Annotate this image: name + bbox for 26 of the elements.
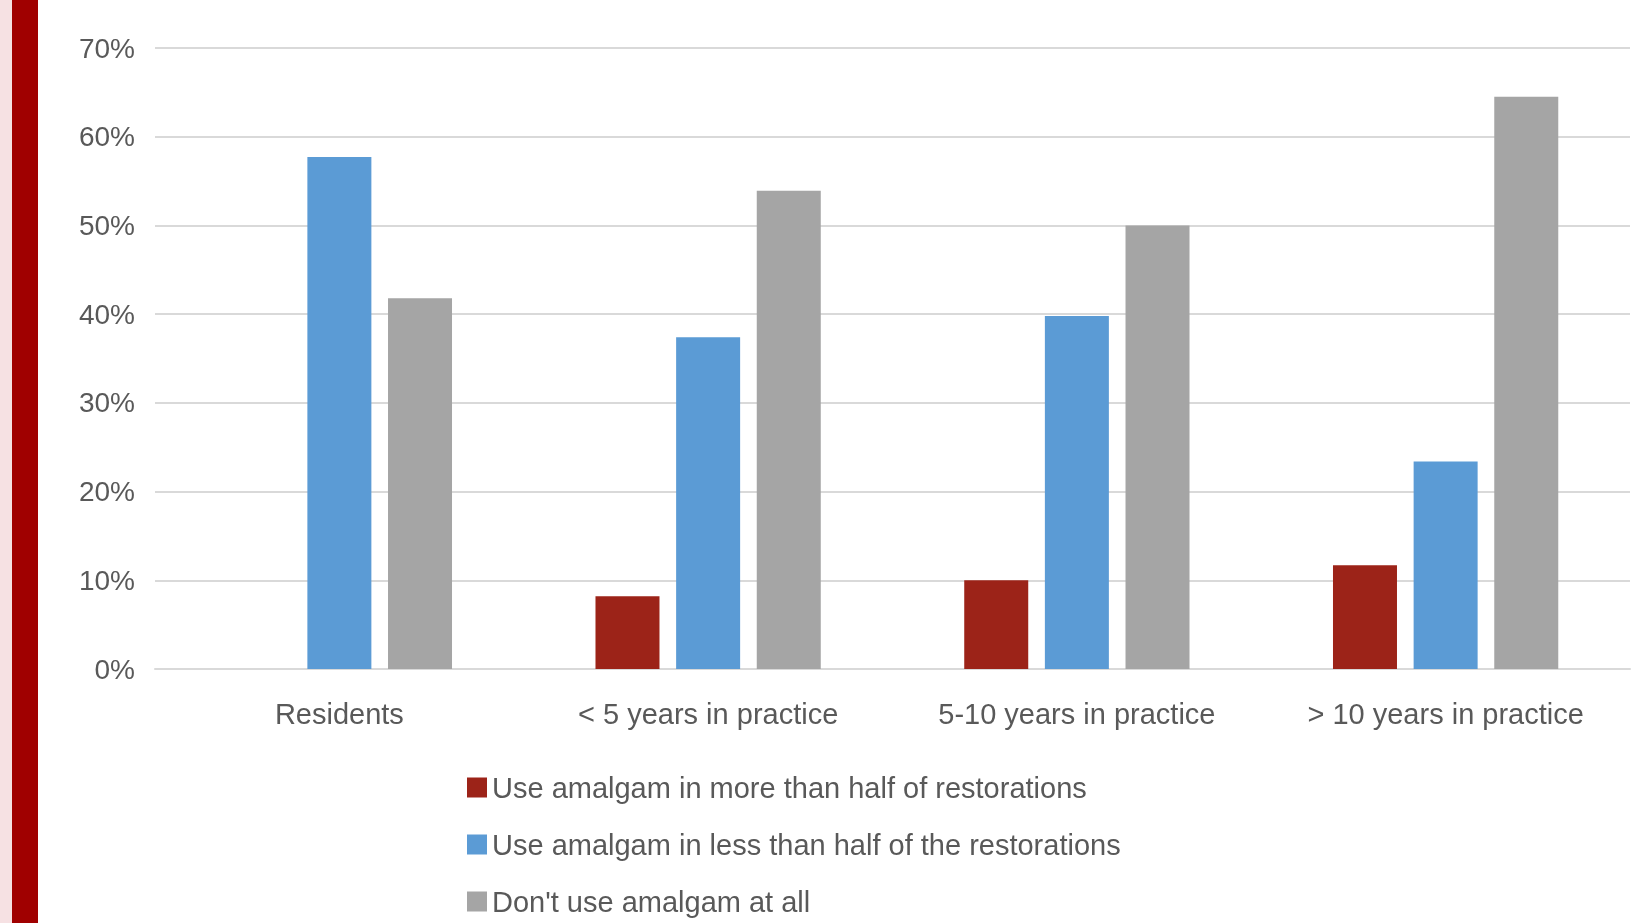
bar [756, 190, 821, 669]
y-tick-label: 60% [78, 121, 135, 153]
legend-label: Use amalgam in more than half of restorations [492, 771, 1087, 804]
bar [595, 596, 660, 669]
legend-label: Use amalgam in less than half of the restorations [492, 828, 1121, 861]
y-tick-label: 30% [78, 387, 135, 419]
x-tick-label: > 10 years in practice [1307, 697, 1584, 730]
x-tick-label: < 5 years in practice [577, 697, 839, 730]
y-tick-label: 0% [94, 653, 135, 685]
y-tick-label: 70% [78, 32, 135, 64]
y-tick-label: 50% [78, 209, 135, 241]
bar [1125, 225, 1190, 669]
bar [964, 580, 1029, 669]
bar [1332, 565, 1397, 669]
bar [388, 298, 453, 669]
bar [1044, 315, 1109, 669]
x-tick-label: 5-10 years in practice [938, 697, 1216, 730]
x-tick-label: Residents [274, 697, 404, 730]
bar [307, 157, 372, 669]
bar [1494, 96, 1559, 669]
legend-label: Don't use amalgam at all [492, 885, 811, 918]
bar [1413, 461, 1478, 669]
bar [676, 337, 741, 669]
y-tick-label: 20% [78, 476, 135, 508]
y-tick-label: 40% [78, 298, 135, 330]
y-tick-label: 10% [78, 564, 135, 596]
